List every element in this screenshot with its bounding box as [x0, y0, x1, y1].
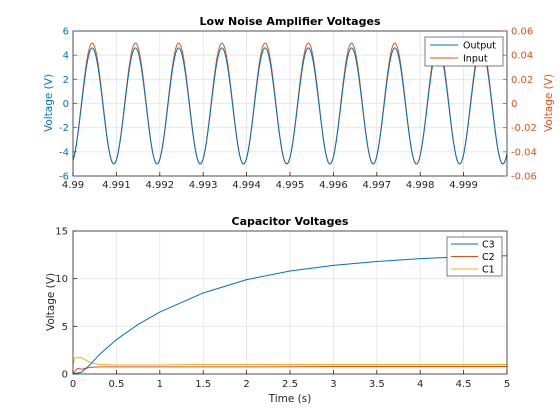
chart-title-2: Capacitor Voltages: [232, 215, 349, 228]
x-tick-label: 0: [70, 379, 76, 390]
x-tick-label: 4.998: [406, 180, 435, 191]
y-tick-label-right: 0.02: [511, 75, 533, 86]
x-tick-label: 4.5: [456, 379, 472, 390]
x-tick-label: 4.997: [362, 180, 391, 191]
y-tick-label-left: 2: [63, 75, 69, 86]
legend-2: C3 C2 C1: [446, 236, 503, 277]
x-tick-label: 4.992: [145, 180, 174, 191]
x-tick-label: 4.991: [102, 180, 131, 191]
series-line-c2: [73, 366, 507, 374]
legend-label-c1: C1: [482, 265, 495, 276]
x-tick-label: 4.995: [276, 180, 305, 191]
ticks-2: 0 0.5 1 1.5 2 2.5 3 3.5 4 4.5 5 0 5 10 15: [55, 227, 510, 391]
y-tick-label-right: 0.06: [511, 27, 533, 38]
y-tick-label-left: 4: [63, 51, 69, 62]
series-group-2: [73, 255, 507, 374]
x-axis-label-2: Time (s): [268, 393, 312, 405]
y-tick-label-left: -2: [59, 123, 69, 134]
legend-box-1: [424, 36, 504, 67]
series-line-c1: [73, 357, 507, 366]
legend-label-c3: C3: [482, 240, 495, 251]
y-tick-label-right: 0.04: [511, 51, 533, 62]
x-tick-label: 1.5: [195, 379, 211, 390]
y-tick-label-right: -0.04: [511, 147, 537, 158]
y-axis-label-right-1: Voltage (V): [543, 74, 555, 132]
series-line-c3: [73, 255, 507, 374]
x-tick-label: 0.5: [108, 379, 124, 390]
y-tick-label-right: -0.06: [511, 172, 537, 183]
x-tick-label: 4.999: [449, 180, 478, 191]
legend-label-c2: C2: [482, 252, 495, 263]
x-tick-label: 4.99: [62, 180, 84, 191]
x-tick-label: 1: [157, 379, 163, 390]
x-tick-label: 4.993: [189, 180, 218, 191]
x-tick-label: 5: [504, 379, 510, 390]
y-tick-label: 5: [62, 322, 68, 333]
y-tick-label-right: -0.02: [511, 123, 537, 134]
chart-capacitor-voltages: 0 0.5 1 1.5 2 2.5 3 3.5 4 4.5 5 0 5 10 15 Capacitor Vo…: [45, 215, 510, 405]
y-tick-label: 0: [62, 370, 68, 381]
x-tick-label: 3: [330, 379, 336, 390]
legend-1: Output Input: [424, 36, 504, 67]
x-tick-label: 4.994: [232, 180, 261, 191]
chart-lna-voltages: 4.99 4.991 4.992 4.993 4.994 4.995 4.996 4.997 4…: [43, 15, 555, 191]
y-tick-label-left: 0: [63, 99, 69, 110]
y-tick-label-left: 6: [63, 27, 69, 38]
y-tick-label-left: -4: [59, 147, 69, 158]
y-axis-label-left-1: Voltage (V): [43, 74, 55, 132]
x-tick-label: 4.996: [319, 180, 348, 191]
y-tick-label: 15: [55, 227, 68, 238]
y-axis-label-2: Voltage (V): [45, 273, 57, 331]
chart-title-1: Low Noise Amplifier Voltages: [200, 15, 381, 28]
y-tick-label: 10: [55, 274, 68, 285]
x-tick-label: 4: [417, 379, 423, 390]
x-tick-label: 2: [243, 379, 249, 390]
y-tick-label-right: 0: [511, 99, 517, 110]
ticks-1: 4.99 4.991 4.992 4.993 4.994 4.995 4.996 4.997 4…: [59, 27, 537, 192]
legend-label-output: Output: [463, 41, 496, 52]
y-tick-label-left: -6: [59, 172, 69, 183]
legend-label-input: Input: [463, 54, 488, 65]
x-tick-label: 3.5: [369, 379, 385, 390]
x-tick-label: 2.5: [282, 379, 298, 390]
